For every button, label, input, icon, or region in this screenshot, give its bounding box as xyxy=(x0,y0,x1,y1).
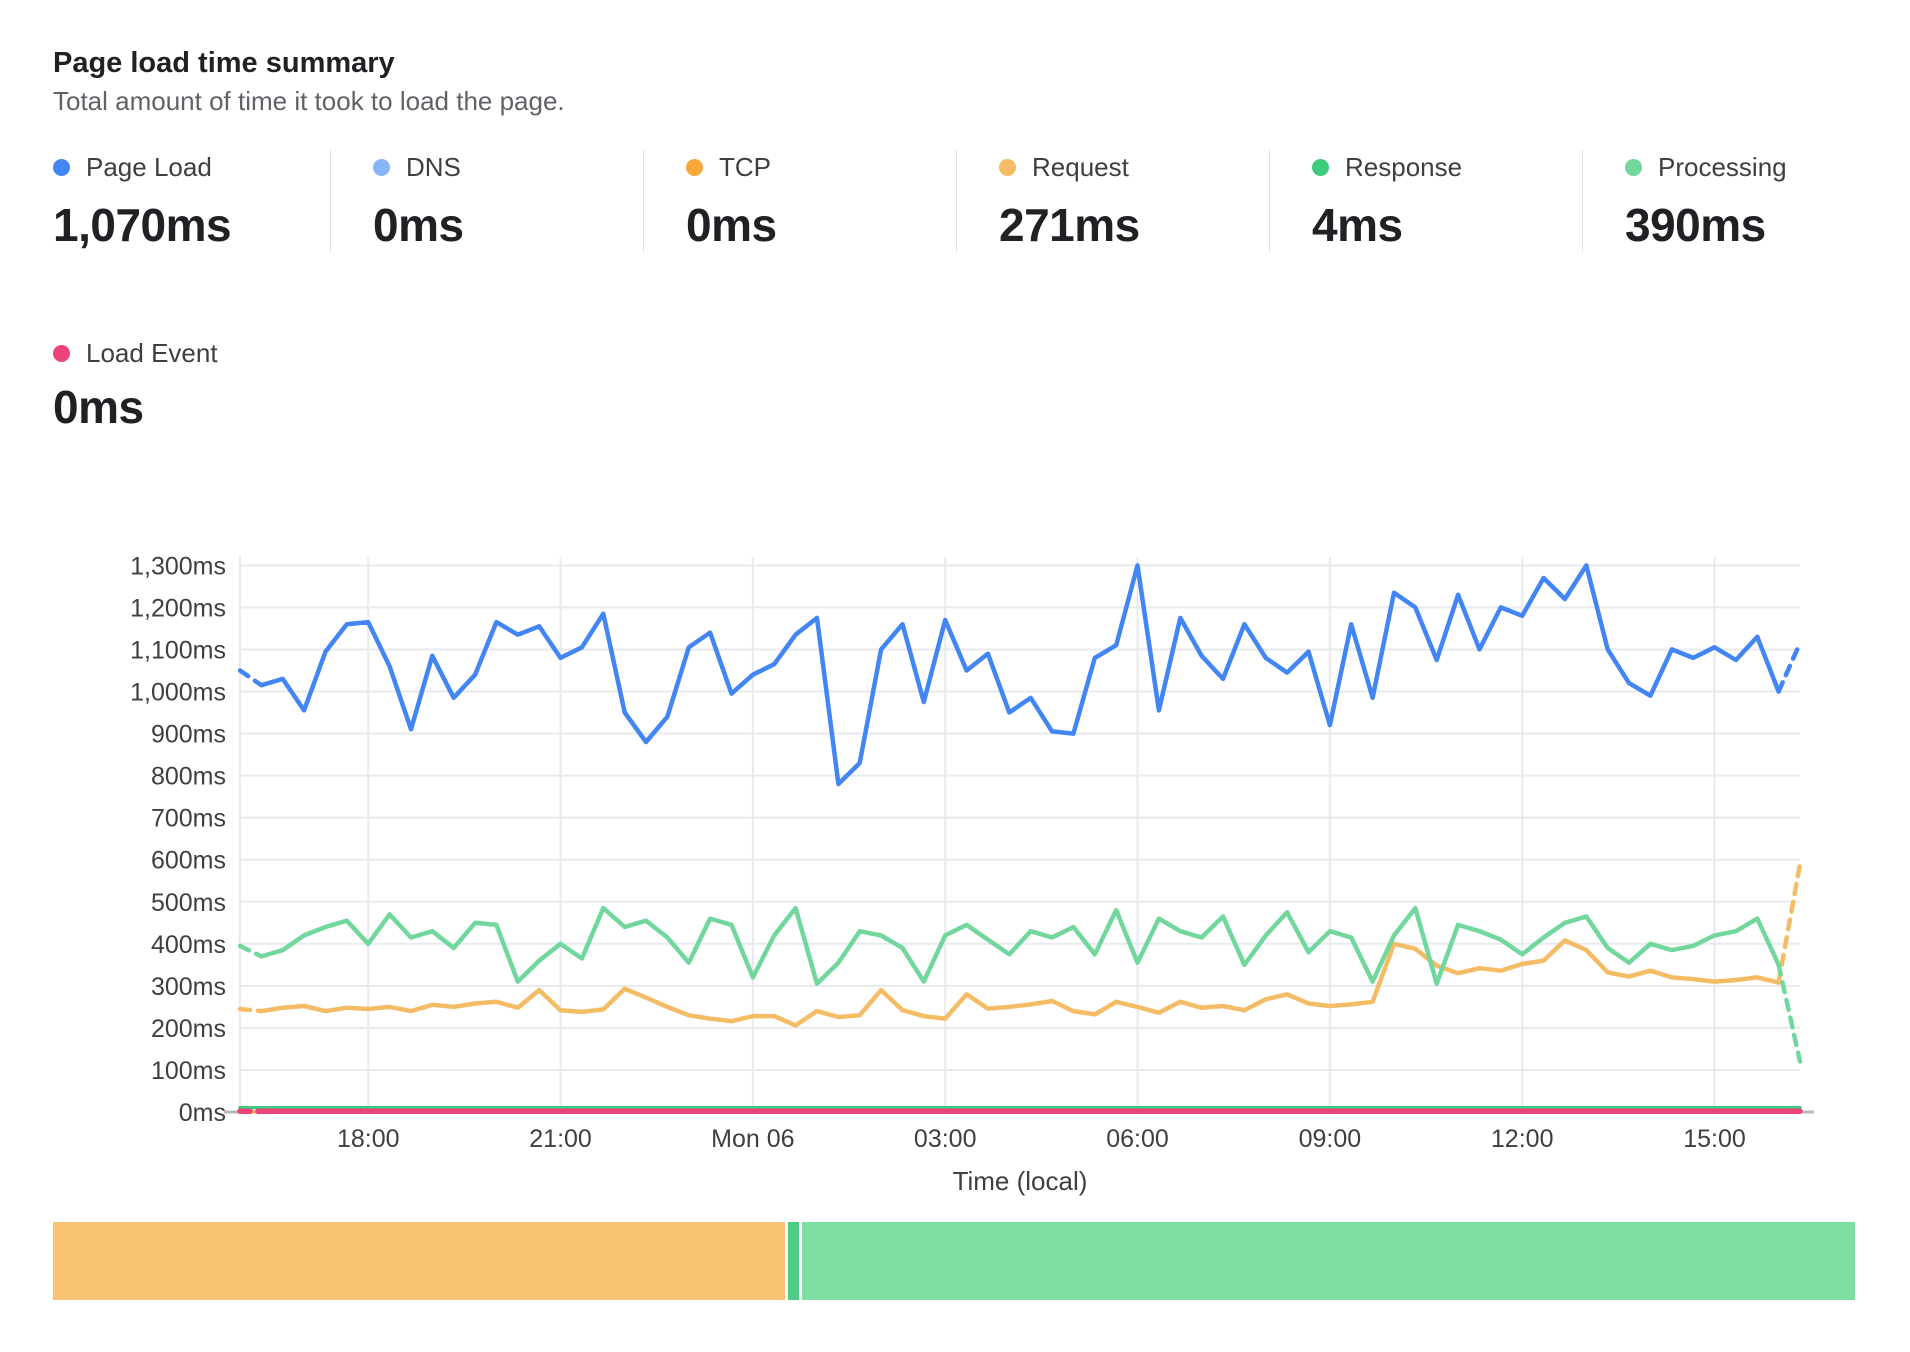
stat-label: TCP xyxy=(719,151,771,182)
stat-request: Request 271ms xyxy=(956,150,1269,252)
x-tick-label: Mon 06 xyxy=(711,1125,794,1153)
series-page-load xyxy=(237,668,264,688)
stat-page-load: Page Load 1,070ms xyxy=(53,150,330,252)
stat-load-event: Load Event 0ms xyxy=(53,336,330,434)
x-axis-title: Time (local) xyxy=(953,1166,1088,1196)
waterfall-segment-processing[interactable] xyxy=(801,1222,1855,1300)
stat-value: 271ms xyxy=(999,199,1140,251)
x-tick-label: 03:00 xyxy=(914,1125,977,1153)
y-tick-label: 100ms xyxy=(151,1057,226,1085)
series-processing xyxy=(237,943,264,959)
y-tick-label: 1,200ms xyxy=(130,594,226,622)
stat-value: 0ms xyxy=(53,381,144,433)
legend-dot-icon xyxy=(53,344,70,362)
y-tick-label: 200ms xyxy=(151,1015,226,1043)
series-page-load xyxy=(259,563,1781,787)
load-time-chart: 0ms 100ms 200ms 300ms 400ms 500ms 600ms 700ms 80… xyxy=(0,435,1910,1225)
page-title: Page load time summary xyxy=(53,47,395,80)
page-subtitle: Total amount of time it took to load the… xyxy=(53,86,565,116)
stat-label: Response xyxy=(1345,151,1463,182)
stat-value: 0ms xyxy=(686,199,777,251)
series-processing xyxy=(259,905,1781,986)
y-tick-label: 0ms xyxy=(179,1099,226,1127)
waterfall-segment-response[interactable] xyxy=(787,1222,799,1300)
legend-dot-icon xyxy=(1312,158,1329,176)
y-tick-label: 600ms xyxy=(151,847,226,875)
stat-value: 0ms xyxy=(373,199,464,251)
legend-dot-icon xyxy=(1625,158,1642,176)
stat-response: Response 4ms xyxy=(1269,150,1582,252)
series-request xyxy=(259,938,1781,1028)
stat-label: Page Load xyxy=(86,151,212,182)
stat-value: 4ms xyxy=(1312,199,1403,251)
y-tick-label: 400ms xyxy=(151,931,226,959)
y-tick-label: 800ms xyxy=(151,763,226,791)
series-request xyxy=(1776,861,1803,985)
stat-label: Processing xyxy=(1658,151,1787,182)
y-tick-label: 1,300ms xyxy=(130,552,226,580)
series-processing xyxy=(1776,962,1803,1064)
y-tick-label: 700ms xyxy=(151,805,226,833)
axis-labels: 0ms 100ms 200ms 300ms 400ms 500ms 600ms 700ms 80… xyxy=(130,552,1746,1196)
y-tick-label: 900ms xyxy=(151,721,226,749)
waterfall-bar xyxy=(53,1222,1855,1300)
waterfall-segment-request[interactable] xyxy=(53,1222,785,1300)
stat-dns: DNS 0ms xyxy=(330,150,643,252)
series-request xyxy=(237,1006,264,1014)
stat-value: 1,070ms xyxy=(53,199,232,251)
x-tick-label: 09:00 xyxy=(1299,1125,1362,1153)
legend-dot-icon xyxy=(53,158,70,176)
series-page-load xyxy=(1776,640,1803,694)
y-tick-label: 500ms xyxy=(151,889,226,917)
series-lines xyxy=(237,563,1803,1114)
stat-value: 390ms xyxy=(1625,199,1766,251)
x-tick-label: 12:00 xyxy=(1491,1125,1554,1153)
line-chart-canvas[interactable]: 0ms 100ms 200ms 300ms 400ms 500ms 600ms 700ms 80… xyxy=(0,435,1910,1225)
stat-label: Request xyxy=(1032,151,1129,182)
x-tick-label: 21:00 xyxy=(529,1125,592,1153)
legend-dot-icon xyxy=(373,158,390,176)
stat-label: Load Event xyxy=(86,337,218,368)
stats-row-load-event: Load Event 0ms xyxy=(53,336,330,434)
y-tick-label: 1,000ms xyxy=(130,679,226,707)
y-tick-label: 1,100ms xyxy=(130,636,226,664)
stats-row: Page Load 1,070ms DNS 0ms TCP 0ms Request 271ms… xyxy=(53,150,1895,252)
stat-tcp: TCP 0ms xyxy=(643,150,956,252)
x-tick-label: 15:00 xyxy=(1683,1125,1746,1153)
y-tick-label: 300ms xyxy=(151,973,226,1001)
x-tick-label: 06:00 xyxy=(1106,1125,1169,1153)
legend-dot-icon xyxy=(999,158,1016,176)
x-tick-label: 18:00 xyxy=(337,1125,400,1153)
stat-label: DNS xyxy=(406,151,461,182)
gridlines xyxy=(224,557,1814,1114)
legend-dot-icon xyxy=(686,158,703,176)
stat-processing: Processing 390ms xyxy=(1582,150,1895,252)
